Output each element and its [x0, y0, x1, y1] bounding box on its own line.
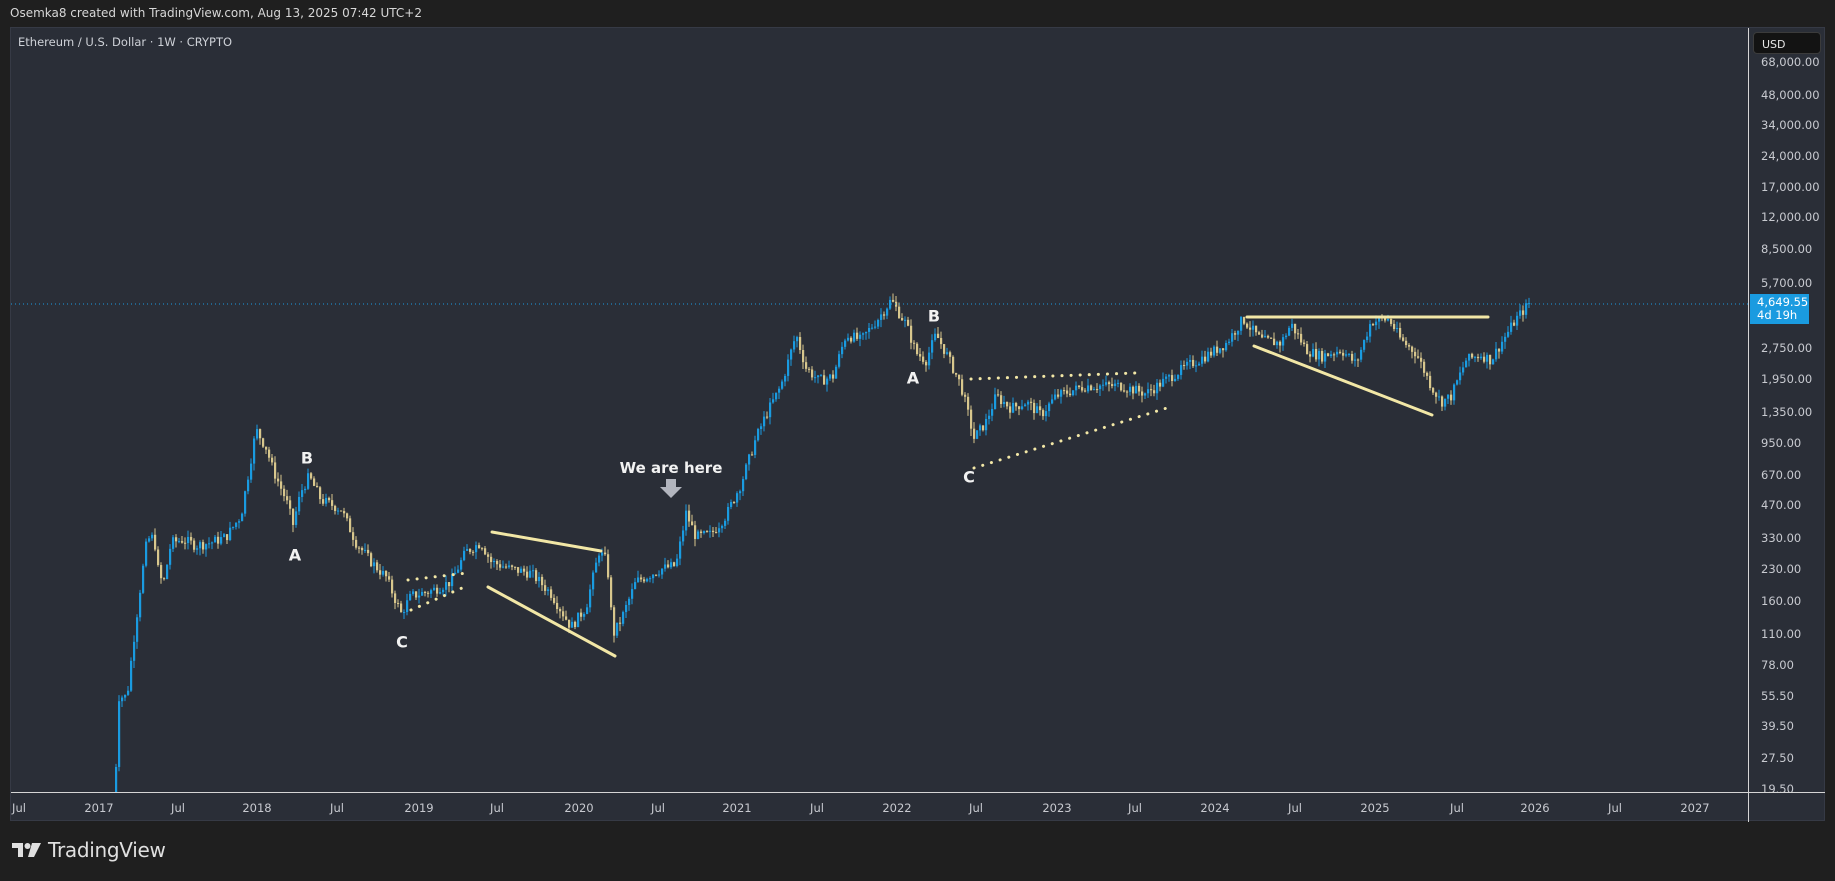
dotted-trendline[interactable]	[969, 371, 1137, 381]
tradingview-logo-icon	[12, 843, 41, 857]
price-tick: 34,000.00	[1761, 118, 1820, 132]
price-tick: 5,700.00	[1761, 276, 1813, 290]
price-tick: 160.00	[1761, 594, 1802, 608]
time-tick: Jul	[969, 801, 983, 815]
down-arrow-icon[interactable]	[660, 479, 682, 498]
annotation-we-are-here[interactable]: We are here	[619, 459, 723, 477]
time-axis[interactable]: Jul 2017 Jul 2018 Jul 2019 Jul 2020 Jul 2021 Jul 20…	[11, 792, 1748, 822]
time-tick: 2020	[564, 801, 594, 815]
wave-label-b[interactable]: B	[300, 448, 314, 468]
time-tick: 2025	[1360, 801, 1390, 815]
caption: Osemka8 created with TradingView.com, Au…	[10, 6, 422, 20]
price-tick: 17,000.00	[1761, 180, 1820, 194]
time-tick: Jul	[1608, 801, 1622, 815]
time-tick: Jul	[1128, 801, 1142, 815]
price-tick: 55.50	[1761, 689, 1794, 703]
time-tick: 2027	[1680, 801, 1710, 815]
price-tick: 48,000.00	[1761, 88, 1820, 102]
time-tick: Jul	[651, 801, 665, 815]
time-tick: Jul	[490, 801, 504, 815]
dotted-trendline[interactable]	[406, 571, 469, 582]
symbol-title: Ethereum / U.S. Dollar · 1W · CRYPTO	[18, 35, 233, 49]
time-tick: Jul	[1450, 801, 1464, 815]
dotted-trendline[interactable]	[972, 405, 1172, 470]
currency-button[interactable]: USD	[1753, 32, 1821, 54]
price-tick: 12,000.00	[1761, 210, 1820, 224]
price-tick: 78.00	[1761, 658, 1794, 672]
price-tick: 8,500.00	[1761, 242, 1813, 256]
last-price-label: 4,649.55 4d 19h	[1750, 294, 1809, 324]
price-tick: 230.00	[1761, 562, 1802, 576]
time-tick: Jul	[330, 801, 344, 815]
time-tick: 2021	[722, 801, 752, 815]
price-tick: 2,750.00	[1761, 341, 1813, 355]
trendline[interactable]	[486, 585, 617, 658]
price-tick: 39.50	[1761, 719, 1794, 733]
time-tick: Jul	[171, 801, 185, 815]
chart-frame[interactable]: Ethereum / U.S. Dollar · 1W · CRYPTO B A C…	[10, 27, 1825, 822]
bar-countdown: 4d 19h	[1757, 308, 1798, 322]
wave-label-c[interactable]: C	[396, 632, 408, 652]
time-tick: 2022	[882, 801, 912, 815]
price-tick: 27.50	[1761, 751, 1794, 765]
time-tick: 2023	[1042, 801, 1072, 815]
price-tick: 110.00	[1761, 627, 1802, 641]
price-tick: 24,000.00	[1761, 149, 1820, 163]
tradingview-logo: TradingView	[12, 838, 166, 862]
time-tick: Jul	[1288, 801, 1302, 815]
last-price-value: 4,649.55	[1757, 295, 1809, 309]
price-axis[interactable]: 68,000.00 48,000.00 34,000.00 24,000.00 17,0…	[1748, 28, 1825, 796]
time-tick: 2019	[404, 801, 434, 815]
trendline[interactable]	[1252, 344, 1434, 417]
price-tick: 1,350.00	[1761, 405, 1813, 419]
wave-label-a[interactable]: A	[906, 368, 920, 388]
price-tick: 330.00	[1761, 531, 1802, 545]
wave-label-c[interactable]: C	[963, 467, 975, 487]
brand-name: TradingView	[48, 838, 166, 862]
candlestick-chart[interactable]	[11, 28, 1748, 792]
plot-area[interactable]: Ethereum / U.S. Dollar · 1W · CRYPTO B A C…	[11, 28, 1748, 792]
axis-corner	[1748, 792, 1825, 822]
price-tick: 950.00	[1761, 436, 1802, 450]
time-tick: 2018	[242, 801, 272, 815]
price-tick: 470.00	[1761, 498, 1802, 512]
price-tick: 1,950.00	[1761, 372, 1813, 386]
time-tick: 2017	[84, 801, 114, 815]
time-tick: Jul	[12, 801, 26, 815]
price-tick: 68,000.00	[1761, 55, 1820, 69]
wave-label-a[interactable]: A	[288, 545, 302, 565]
time-tick: 2026	[1520, 801, 1550, 815]
price-tick: 670.00	[1761, 468, 1802, 482]
time-tick: 2024	[1200, 801, 1230, 815]
trendline[interactable]	[490, 530, 603, 553]
wave-label-b[interactable]: B	[927, 306, 941, 326]
time-tick: Jul	[810, 801, 824, 815]
dotted-trendline[interactable]	[409, 586, 464, 612]
